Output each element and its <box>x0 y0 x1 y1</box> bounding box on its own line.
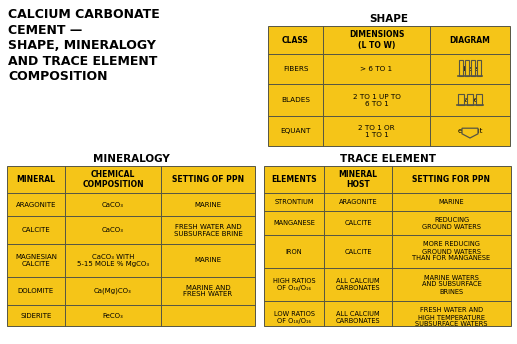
Text: REDUCING
GROUND WATERS: REDUCING GROUND WATERS <box>422 216 481 229</box>
Text: FRESH WATER AND
SUBSURFACE BRINE: FRESH WATER AND SUBSURFACE BRINE <box>174 224 242 237</box>
Text: ARAGONITE: ARAGONITE <box>16 202 56 207</box>
Bar <box>268 26 510 146</box>
Text: equant: equant <box>457 128 483 134</box>
Bar <box>472 60 475 76</box>
Text: BLADES: BLADES <box>281 97 310 103</box>
Text: EQUANT: EQUANT <box>280 128 311 134</box>
Text: MINERALOGY: MINERALOGY <box>93 154 170 164</box>
Text: CALCITE: CALCITE <box>344 248 372 255</box>
Text: ARAGONITE: ARAGONITE <box>339 199 377 205</box>
Text: MARINE WATERS
AND SUBSURFACE
BRINES: MARINE WATERS AND SUBSURFACE BRINES <box>422 275 481 294</box>
Text: DIAGRAM: DIAGRAM <box>450 35 491 44</box>
Text: 2 TO 1 OR
1 TO 1: 2 TO 1 OR 1 TO 1 <box>358 125 395 138</box>
Bar <box>476 94 482 105</box>
Text: STRONTIUM: STRONTIUM <box>274 199 314 205</box>
Polygon shape <box>462 128 478 138</box>
Text: CaCO₃: CaCO₃ <box>102 227 124 233</box>
Bar <box>458 94 464 105</box>
Text: LOW RATIOS
OF O₁₈/O₁₆: LOW RATIOS OF O₁₈/O₁₆ <box>273 311 314 324</box>
Bar <box>264 166 511 326</box>
Text: SETTING FOR PPN: SETTING FOR PPN <box>413 175 491 184</box>
Text: CaCO₃: CaCO₃ <box>102 202 124 207</box>
Text: CALCITE: CALCITE <box>344 220 372 226</box>
Text: ELEMENTS: ELEMENTS <box>271 175 317 184</box>
Bar <box>477 60 481 76</box>
Text: blades: blades <box>458 97 482 103</box>
Text: MARINE: MARINE <box>439 199 464 205</box>
Text: ALL CALCIUM
CARBONATES: ALL CALCIUM CARBONATES <box>336 311 381 324</box>
Text: fibers: fibers <box>460 66 480 72</box>
Text: CHEMICAL
COMPOSITION: CHEMICAL COMPOSITION <box>82 170 144 189</box>
Text: SHAPE: SHAPE <box>370 14 408 24</box>
Text: FeCO₃: FeCO₃ <box>103 312 124 319</box>
Bar <box>459 60 463 76</box>
Bar <box>467 94 473 105</box>
Text: Ca(Mg)CO₃: Ca(Mg)CO₃ <box>94 288 132 294</box>
Text: SETTING OF PPN: SETTING OF PPN <box>172 175 244 184</box>
Bar <box>7 166 255 326</box>
Text: MARINE: MARINE <box>194 202 222 207</box>
Text: DIMENSIONS
(L TO W): DIMENSIONS (L TO W) <box>349 30 404 50</box>
Text: MARINE: MARINE <box>194 258 222 264</box>
Text: FIBERS: FIBERS <box>283 66 308 72</box>
Text: ALL CALCIUM
CARBONATES: ALL CALCIUM CARBONATES <box>336 278 381 291</box>
Text: CLASS: CLASS <box>282 35 309 44</box>
Text: > 6 TO 1: > 6 TO 1 <box>360 66 392 72</box>
Text: TRACE ELEMENT: TRACE ELEMENT <box>340 154 435 164</box>
Text: MINERAL: MINERAL <box>17 175 55 184</box>
Text: IRON: IRON <box>286 248 302 255</box>
Text: 2 TO 1 UP TO
6 TO 1: 2 TO 1 UP TO 6 TO 1 <box>353 94 401 107</box>
Text: DOLOMITE: DOLOMITE <box>18 288 54 294</box>
Text: CALCIUM CARBONATE
CEMENT —
SHAPE, MINERALOGY
AND TRACE ELEMENT
COMPOSITION: CALCIUM CARBONATE CEMENT — SHAPE, MINERA… <box>8 8 160 83</box>
Text: HIGH RATIOS
OF O₁₈/O₁₆: HIGH RATIOS OF O₁₈/O₁₆ <box>272 278 315 291</box>
Text: MANGANESE: MANGANESE <box>273 220 315 226</box>
Text: CALCITE: CALCITE <box>22 227 50 233</box>
Text: MORE REDUCING
GROUND WATERS
THAN FOR MANGANESE: MORE REDUCING GROUND WATERS THAN FOR MAN… <box>413 241 491 261</box>
Text: MARINE AND
FRESH WATER: MARINE AND FRESH WATER <box>184 284 233 298</box>
Text: CaCO₃ WITH
5-15 MOLE % MgCO₃: CaCO₃ WITH 5-15 MOLE % MgCO₃ <box>77 254 149 267</box>
Bar <box>465 60 469 76</box>
Text: FRESH WATER AND
HIGH TEMPERATURE
SUBSURFACE WATERS: FRESH WATER AND HIGH TEMPERATURE SUBSURF… <box>415 308 488 327</box>
Text: SIDERITE: SIDERITE <box>20 312 52 319</box>
Text: MINERAL
HOST: MINERAL HOST <box>339 170 377 189</box>
Text: MAGNESIAN
CALCITE: MAGNESIAN CALCITE <box>15 254 57 267</box>
